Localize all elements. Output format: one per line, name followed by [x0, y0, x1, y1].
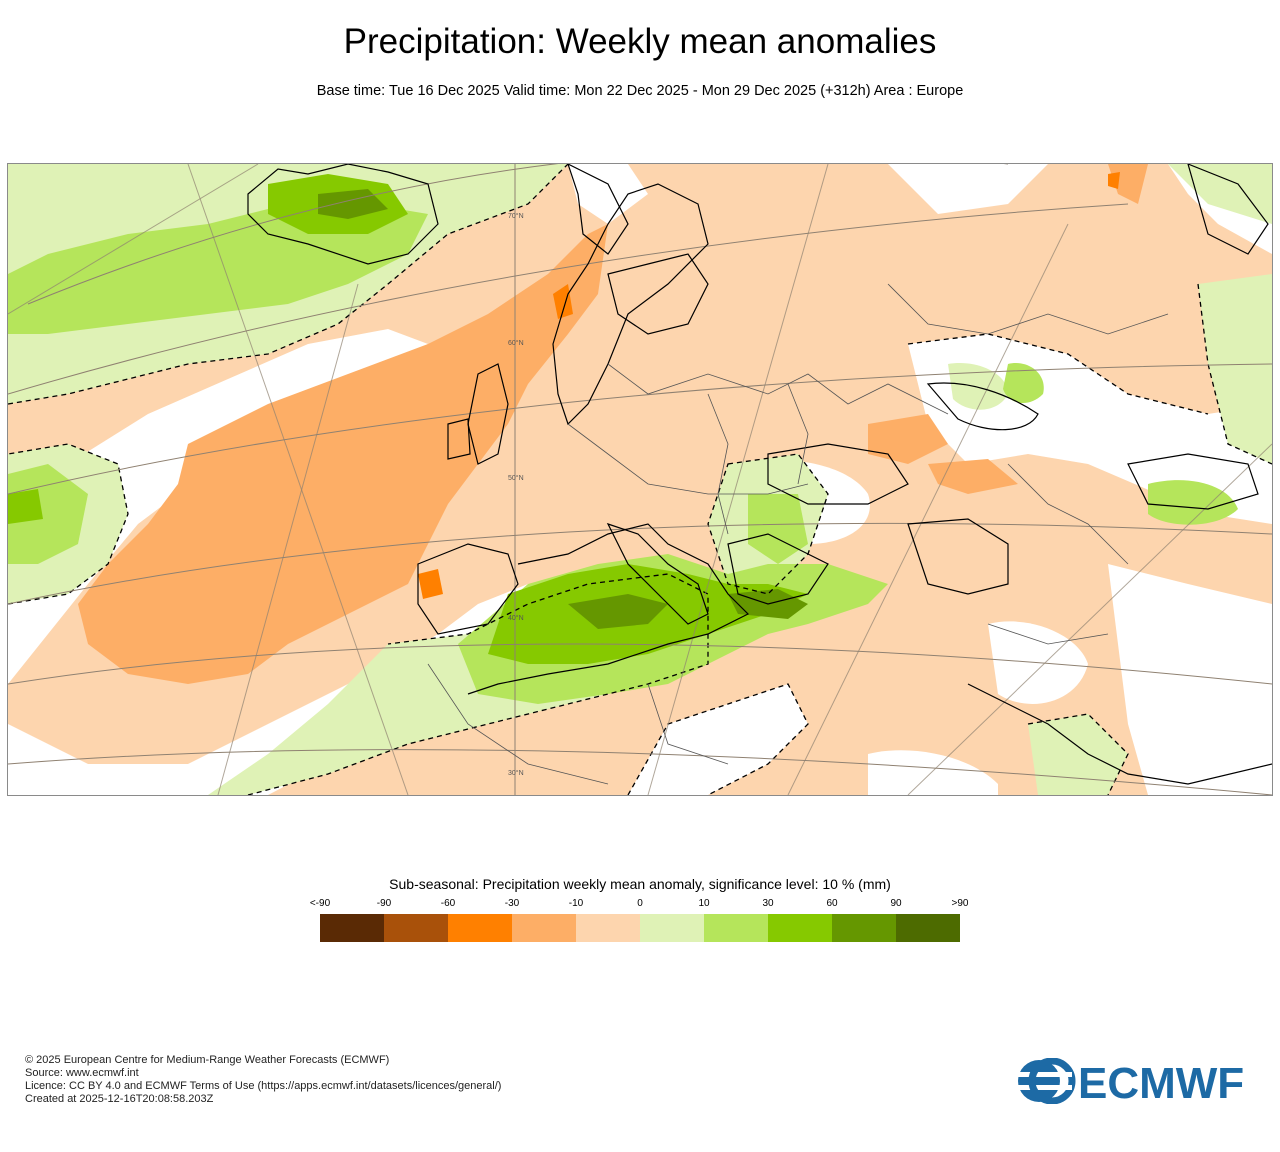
map-canvas: 70°N 60°N 50°N 40°N 30°N — [8, 164, 1272, 795]
deep-orange-regions — [418, 172, 1120, 599]
legend-tick: 60 — [826, 898, 838, 909]
lat-label-70n: 70°N — [508, 212, 524, 220]
coastlines — [247, 164, 1272, 785]
footer-created: Created at 2025-12-16T20:08:58.203Z — [25, 1093, 214, 1105]
legend-colorbar — [320, 914, 960, 942]
legend-swatch — [768, 914, 832, 942]
lat-label-40n: 40°N — [508, 614, 524, 622]
footer: © 2025 European Centre for Medium-Range … — [25, 1054, 501, 1106]
significance-contours — [8, 164, 1272, 795]
legend-tick: <-90 — [309, 898, 331, 909]
orange-regions — [78, 164, 1148, 684]
ecmwf-logo[interactable]: ECMWF — [1016, 1058, 1260, 1104]
lat-label-50n: 50°N — [508, 474, 524, 482]
footer-copyright: © 2025 European Centre for Medium-Range … — [25, 1054, 390, 1066]
legend-tick: 30 — [762, 898, 774, 909]
legend-title: Sub-seasonal: Precipitation weekly mean … — [389, 876, 891, 892]
lat-label-30n: 30°N — [508, 769, 524, 777]
page-subtitle: Base time: Tue 16 Dec 2025 Valid time: M… — [316, 83, 964, 99]
legend-tick: -30 — [504, 898, 520, 909]
lat-label-60n: 60°N — [508, 339, 524, 347]
legend-swatch — [640, 914, 704, 942]
legend-tick: 0 — [637, 898, 643, 909]
legend-swatch — [704, 914, 768, 942]
legend-swatch — [448, 914, 512, 942]
legend-swatch — [832, 914, 896, 942]
legend-tick: -10 — [568, 898, 584, 909]
anomaly-map[interactable]: 70°N 60°N 50°N 40°N 30°N — [7, 163, 1273, 796]
latitude-labels: 70°N 60°N 50°N 40°N 30°N — [508, 212, 524, 777]
legend-swatch — [320, 914, 384, 942]
legend-swatch — [512, 914, 576, 942]
legend-tick: >90 — [951, 898, 969, 909]
legend-tick: 10 — [698, 898, 710, 909]
legend-swatch — [896, 914, 960, 942]
country-borders — [427, 283, 1169, 785]
legend-tick: 90 — [890, 898, 902, 909]
graticule — [8, 164, 1272, 795]
legend-swatch — [384, 914, 448, 942]
footer-source: Source: www.ecmwf.int — [25, 1067, 139, 1079]
ecmwf-logo-mark-icon — [1018, 1058, 1076, 1104]
legend-tick: -90 — [376, 898, 392, 909]
legend-swatch — [576, 914, 640, 942]
ecmwf-logo-text: ECMWF — [1078, 1059, 1244, 1104]
legend-tick: -60 — [440, 898, 456, 909]
page-title: Precipitation: Weekly mean anomalies — [343, 22, 937, 61]
footer-licence: Licence: CC BY 4.0 and ECMWF Terms of Us… — [25, 1080, 502, 1092]
